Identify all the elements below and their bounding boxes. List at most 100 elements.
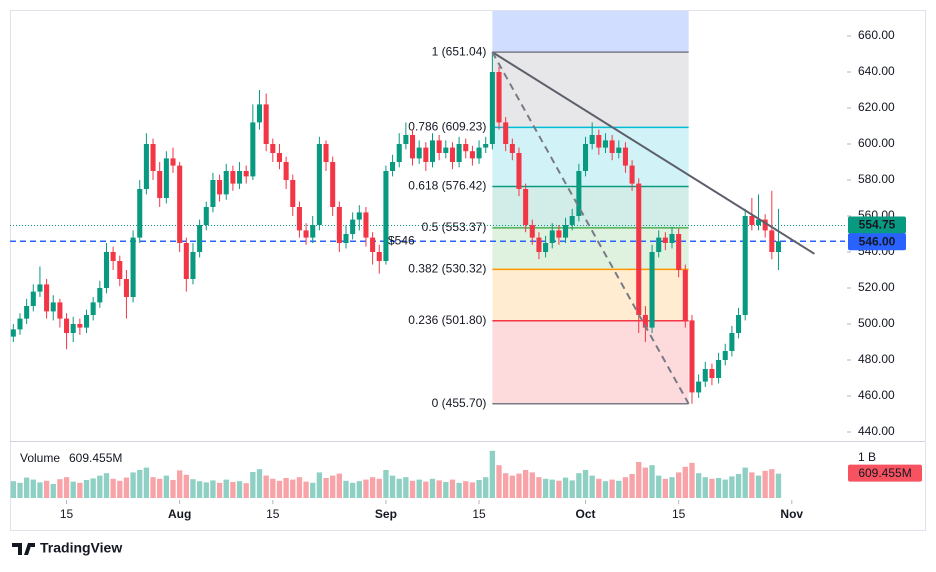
candle-body <box>150 143 156 171</box>
volume-bar <box>769 469 775 498</box>
candle-body <box>656 237 662 253</box>
volume-bar <box>775 473 782 498</box>
volume-bar <box>695 473 702 498</box>
candle-body <box>463 143 469 152</box>
fib-band <box>492 227 689 270</box>
candle-body <box>523 188 529 225</box>
candle-body <box>582 143 589 171</box>
brand-logo: TradingView <box>12 540 122 556</box>
candle-body <box>556 230 562 238</box>
candle-body <box>762 219 768 231</box>
volume-bar <box>77 482 83 498</box>
fib-label: 0.382 (530.32) <box>408 262 486 276</box>
volume-bar <box>43 480 50 498</box>
candle-body <box>330 161 336 207</box>
volume-bar <box>83 480 90 498</box>
candle-body <box>10 329 16 337</box>
volume-bar <box>582 470 589 498</box>
candle-body <box>742 215 748 316</box>
candle-body <box>602 140 609 148</box>
volume-bar <box>516 473 522 498</box>
candle-body <box>669 234 675 244</box>
x-tick-label: 15 <box>266 507 280 521</box>
volume-bar <box>755 475 762 498</box>
volume-bar <box>37 482 43 498</box>
candle-body <box>503 122 509 144</box>
last-price-badge-label: 546.00 <box>859 234 896 248</box>
volume-bar <box>103 473 110 498</box>
candle-body <box>243 170 249 177</box>
candle-body <box>44 284 50 312</box>
volume-bar <box>143 467 150 498</box>
volume-bar <box>250 472 256 498</box>
volume-bar <box>203 482 209 498</box>
volume-bar <box>296 477 303 498</box>
candle-body <box>83 315 90 328</box>
x-tick-label: 15 <box>472 507 486 521</box>
volume-bar <box>97 475 103 498</box>
candle-body <box>223 170 229 195</box>
candle-body <box>183 243 189 280</box>
candle-body <box>356 212 362 220</box>
candle-body <box>549 230 555 244</box>
x-tick-label: Oct <box>576 507 596 521</box>
candle-body <box>230 170 236 184</box>
candle-body <box>709 369 715 379</box>
candle-body <box>449 147 455 162</box>
y-tick-label: 600.00 <box>858 136 895 150</box>
y-tick-label: 440.00 <box>858 424 895 438</box>
volume-bar <box>429 478 436 498</box>
candle-body <box>596 134 602 148</box>
y-tick-label: 620.00 <box>858 100 895 114</box>
fib-label: 0.236 (501.80) <box>408 313 486 327</box>
volume-bar <box>489 450 496 498</box>
volume-bar <box>270 478 276 498</box>
main-layer: 1 (651.04) 0.786 (609.23) 0.618 (576.42) 0.… <box>10 44 845 498</box>
candle-body <box>716 360 722 379</box>
candle-body <box>403 134 409 144</box>
candle-body <box>682 270 688 321</box>
y-tick-label: 580.00 <box>858 172 895 186</box>
volume-bar <box>602 481 609 498</box>
candle-body <box>90 302 96 316</box>
candle-body <box>17 318 23 330</box>
candle-body <box>30 291 36 307</box>
volume-bar <box>356 481 362 498</box>
volume-bar <box>137 470 143 498</box>
volume-bar <box>496 465 502 498</box>
candle-body <box>749 215 755 225</box>
candle-body <box>250 122 256 177</box>
volume-bar <box>403 477 409 498</box>
volume-bar <box>629 474 635 498</box>
volume-bar <box>569 480 575 498</box>
candle-body <box>24 306 30 319</box>
volume-bar <box>676 472 682 498</box>
candle-body <box>569 215 575 225</box>
volume-bar <box>283 478 289 498</box>
candle-body <box>137 188 143 238</box>
volume-bar <box>243 483 249 498</box>
volume-bar <box>749 472 755 498</box>
fib-band <box>492 52 689 128</box>
candle-body <box>210 179 216 207</box>
x-tick-label: 15 <box>672 507 686 521</box>
volume-bar <box>729 476 735 498</box>
volume-bar <box>117 480 123 498</box>
volume-bar <box>722 479 728 498</box>
candle-body <box>343 234 349 244</box>
volume-bar <box>689 462 695 498</box>
candle-body <box>649 252 655 328</box>
x-tick-label: Aug <box>168 507 191 521</box>
volume-bar <box>562 477 569 498</box>
candle-body <box>516 152 522 189</box>
candle-body <box>130 237 136 298</box>
volume-bar <box>536 477 542 498</box>
candle-body <box>469 151 475 159</box>
volume-bar <box>170 480 176 498</box>
candle-body <box>190 252 196 280</box>
volume-bar <box>576 473 582 498</box>
candle-body <box>163 158 169 198</box>
y-tick-label: 640.00 <box>858 64 895 78</box>
candle-body <box>636 183 642 316</box>
volume-bar <box>50 484 56 498</box>
